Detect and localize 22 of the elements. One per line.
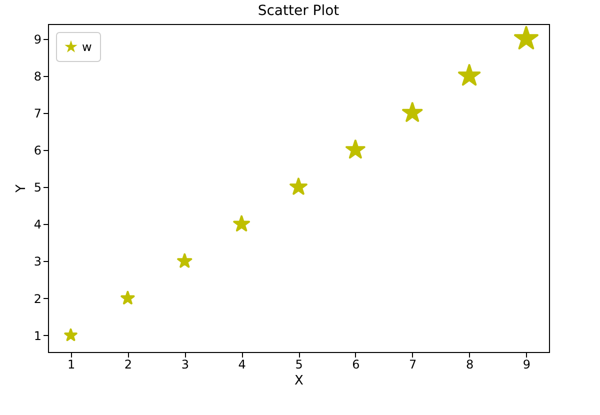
y-tick-label: 8 bbox=[34, 69, 42, 84]
x-tick-label: 8 bbox=[466, 358, 474, 372]
legend-label: w bbox=[82, 40, 92, 54]
chart-title: Scatter Plot bbox=[258, 3, 340, 19]
x-tick-label: 6 bbox=[352, 358, 360, 372]
y-tick-label: 5 bbox=[34, 180, 42, 195]
y-tick-label: 4 bbox=[34, 218, 42, 232]
x-tick-label: 7 bbox=[409, 358, 417, 372]
x-tick-label: 1 bbox=[67, 358, 76, 372]
y-tick-label: 6 bbox=[34, 144, 42, 158]
x-tick-label: 2 bbox=[124, 358, 132, 372]
x-tick-label: 9 bbox=[522, 358, 531, 372]
x-axis-title: X bbox=[294, 374, 304, 388]
y-tick-label: 2 bbox=[34, 292, 42, 306]
y-tick-label: 7 bbox=[34, 106, 42, 120]
y-tick-label: 3 bbox=[34, 254, 42, 269]
y-tick-label: 9 bbox=[34, 32, 42, 46]
x-tick-label: 4 bbox=[238, 358, 246, 372]
y-tick-label: 1 bbox=[34, 328, 42, 343]
x-tick-label: 3 bbox=[181, 358, 189, 372]
x-tick-label: 5 bbox=[295, 358, 303, 372]
y-axis-title: Y bbox=[14, 184, 29, 194]
